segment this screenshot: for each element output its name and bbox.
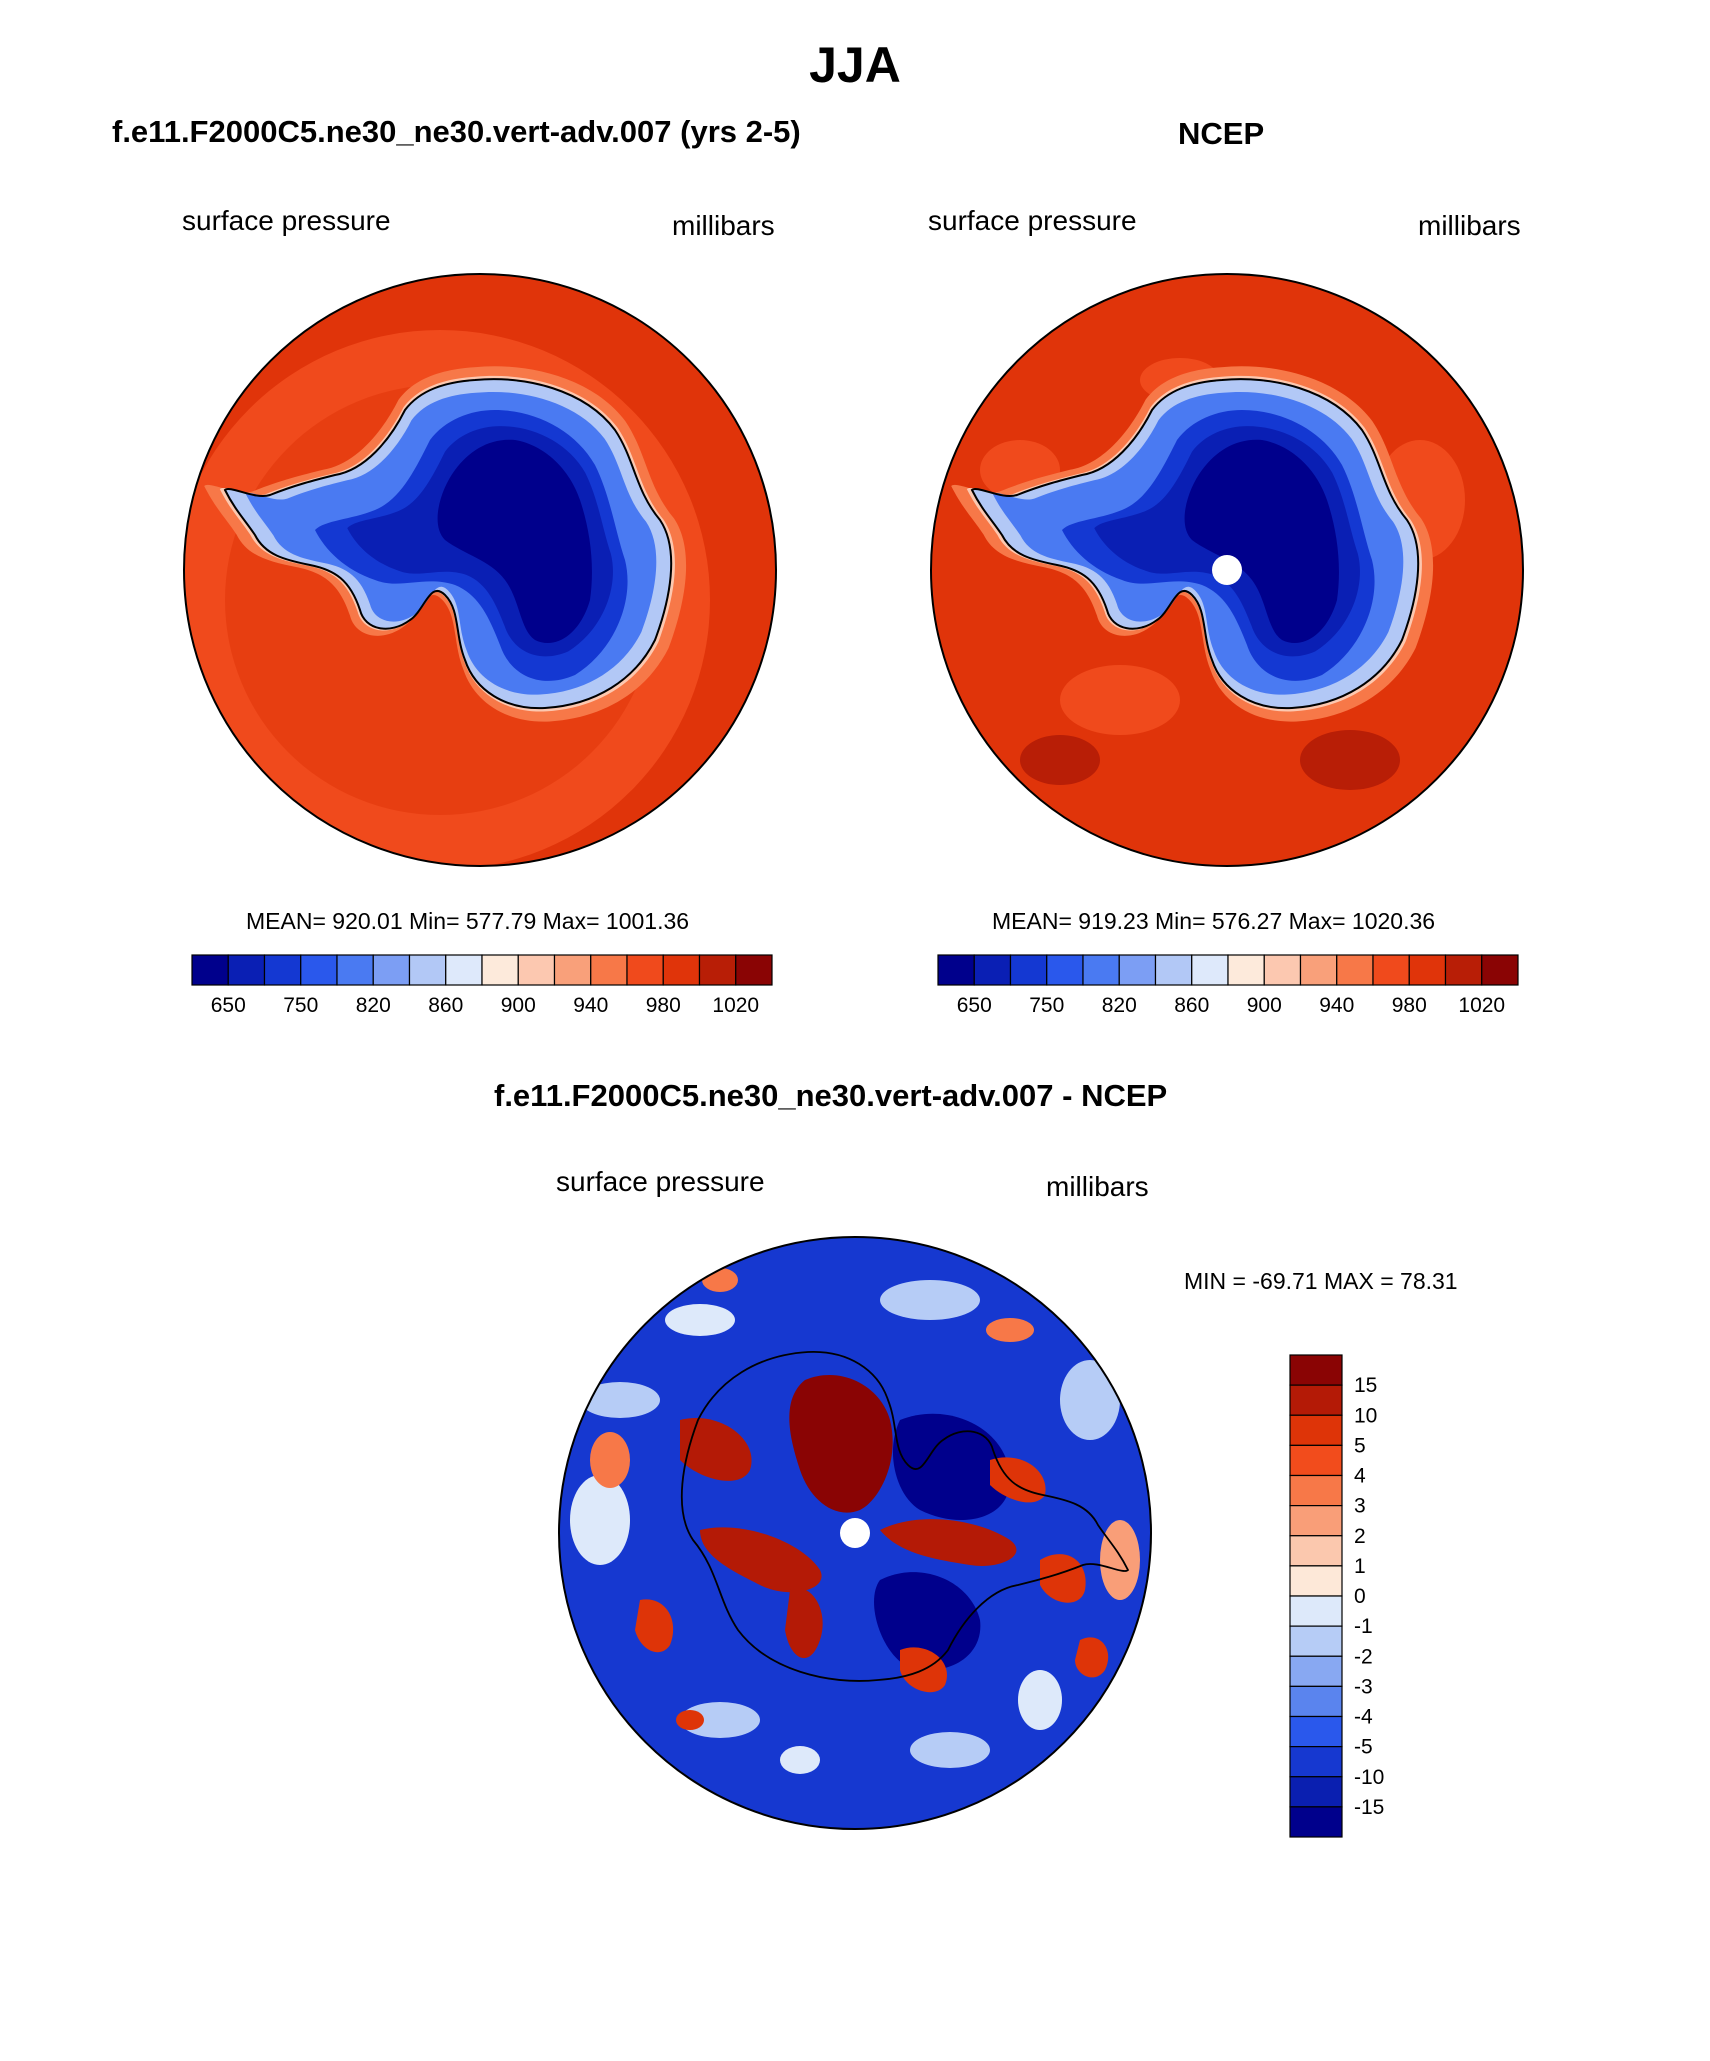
obs-units-label: millibars: [1418, 210, 1521, 241]
model-colorbar-swatch: [408, 954, 447, 986]
figure-title: JJA: [809, 37, 901, 93]
diff-colorbar-tick-label: 1: [1354, 1555, 1366, 1578]
obs-colorbar-swatch: [1408, 954, 1447, 986]
model-colorbar-swatch: [698, 954, 737, 986]
diff-colorbar-swatch: [1289, 1655, 1343, 1687]
diff-colorbar-swatch: [1289, 1565, 1343, 1597]
obs-colorbar-tick-label: 940: [1319, 994, 1354, 1017]
model-colorbar-tick-label: 750: [283, 994, 318, 1017]
diff-colorbar-tick-label: -3: [1354, 1675, 1373, 1698]
obs-colorbar-tick-label: 900: [1247, 994, 1282, 1017]
model-colorbar-tick-label: 900: [501, 994, 536, 1017]
model-colorbar: 650 750 820 860 900 940 980 1020: [191, 954, 773, 1017]
diff-colorbar-swatch: [1289, 1384, 1343, 1416]
diff-colorbar-swatch: [1289, 1535, 1343, 1567]
obs-colorbar-swatch: [1191, 954, 1229, 986]
model-colorbar-tick-label: 650: [211, 994, 246, 1017]
diff-colorbar-swatch: [1289, 1685, 1343, 1718]
diff-variable-label: surface pressure: [556, 1166, 765, 1197]
diff-colorbar-tick-label: -15: [1354, 1796, 1384, 1819]
diff-colorbar-tick-label: 10: [1354, 1404, 1377, 1427]
diff-panel-title: f.e11.F2000C5.ne30_ne30.vert-adv.007 - N…: [494, 1078, 1168, 1113]
diff-stats: MIN = -69.71 MAX = 78.31: [1184, 1268, 1458, 1294]
model-colorbar-swatch: [445, 954, 483, 986]
diff-colorbar-tick-label: 3: [1354, 1495, 1366, 1518]
obs-colorbar-tick-label: 860: [1174, 994, 1209, 1017]
model-colorbar-swatch: [553, 954, 592, 986]
diff-colorbar-tick-label: 2: [1354, 1525, 1366, 1548]
obs-colorbar-tick-label: 650: [957, 994, 992, 1017]
model-panel-title: f.e11.F2000C5.ne30_ne30.vert-adv.007 (yr…: [112, 114, 801, 149]
model-colorbar-tick-label: 980: [646, 994, 681, 1017]
obs-colorbar-swatch: [1372, 954, 1410, 986]
obs-colorbar-swatch: [1009, 954, 1048, 986]
obs-colorbar-swatch: [937, 954, 975, 986]
model-colorbar-swatch: [300, 954, 338, 986]
diff-colorbar-tick-label: -4: [1354, 1706, 1373, 1729]
obs-colorbar-swatch: [1444, 954, 1483, 986]
obs-stats: MEAN= 919.23 Min= 576.27 Max= 1020.36: [992, 908, 1436, 934]
diff-colorbar-tick-label: -2: [1354, 1645, 1373, 1668]
diff-colorbar-tick-label: 0: [1354, 1585, 1366, 1608]
obs-colorbar-swatch: [1263, 954, 1302, 986]
obs-colorbar: 650 750 820 860 900 940 980 1020: [937, 954, 1519, 1017]
model-colorbar-swatch: [662, 954, 701, 986]
model-colorbar-swatch: [481, 954, 519, 986]
model-colorbar-swatch: [735, 954, 773, 986]
model-stats: MEAN= 920.01 Min= 577.79 Max= 1001.36: [246, 908, 690, 934]
model-colorbar-swatch: [590, 954, 628, 986]
diff-colorbar-tick-label: -10: [1354, 1766, 1384, 1789]
obs-colorbar-tick-label: 1020: [1458, 994, 1505, 1017]
model-colorbar-swatch: [372, 954, 411, 986]
obs-colorbar-tick-label: 750: [1029, 994, 1064, 1017]
model-variable-label: surface pressure: [182, 205, 391, 236]
diff-colorbar-tick-label: 4: [1354, 1465, 1366, 1488]
diff-colorbar-swatch: [1289, 1746, 1343, 1778]
diff-colorbar-swatch: [1289, 1414, 1343, 1446]
obs-colorbar-swatch: [1046, 954, 1084, 986]
diff-colorbar-tick-label: -5: [1354, 1736, 1373, 1759]
obs-colorbar-tick-label: 820: [1102, 994, 1137, 1017]
diff-colorbar-swatch: [1289, 1715, 1343, 1748]
model-colorbar-tick-label: 820: [356, 994, 391, 1017]
obs-variable-label: surface pressure: [928, 205, 1137, 236]
model-colorbar-swatch: [626, 954, 664, 986]
obs-colorbar-swatch: [1299, 954, 1338, 986]
obs-colorbar-swatch: [1336, 954, 1374, 986]
diff-colorbar-swatch: [1289, 1444, 1343, 1477]
diff-colorbar-tick-label: 15: [1354, 1374, 1377, 1397]
model-colorbar-tick-label: 1020: [712, 994, 759, 1017]
obs-colorbar-swatch: [1118, 954, 1157, 986]
diff-colorbar-swatch: [1289, 1806, 1343, 1838]
obs-colorbar-swatch: [1481, 954, 1519, 986]
model-colorbar-swatch: [191, 954, 229, 986]
diff-units-label: millibars: [1046, 1171, 1149, 1202]
model-colorbar-swatch: [227, 954, 266, 986]
obs-colorbar-swatch: [973, 954, 1012, 986]
model-colorbar-swatch: [336, 954, 374, 986]
diff-colorbar-swatch: [1289, 1505, 1343, 1537]
obs-colorbar-swatch: [1082, 954, 1120, 986]
obs-colorbar-swatch: [1227, 954, 1265, 986]
diff-colorbar-swatch: [1289, 1776, 1343, 1808]
diff-colorbar-tick-label: 5: [1354, 1434, 1366, 1457]
diff-colorbar-swatch: [1289, 1354, 1343, 1386]
diff-colorbar-swatch: [1289, 1625, 1343, 1657]
diff-colorbar-tick-label: -1: [1354, 1615, 1373, 1638]
model-units-label: millibars: [672, 210, 775, 241]
obs-colorbar-swatch: [1154, 954, 1193, 986]
diff-colorbar-swatch: [1289, 1595, 1343, 1627]
obs-panel-title: NCEP: [1178, 116, 1265, 151]
diff-colorbar-swatch: [1289, 1474, 1343, 1507]
model-colorbar-swatch: [263, 954, 302, 986]
model-colorbar-tick-label: 860: [428, 994, 463, 1017]
model-colorbar-tick-label: 940: [573, 994, 608, 1017]
model-colorbar-swatch: [517, 954, 556, 986]
obs-colorbar-tick-label: 980: [1392, 994, 1427, 1017]
